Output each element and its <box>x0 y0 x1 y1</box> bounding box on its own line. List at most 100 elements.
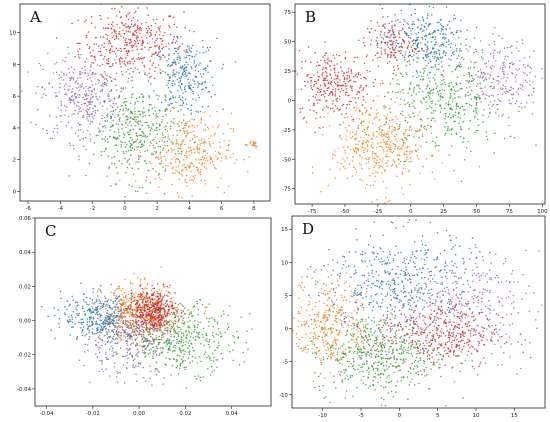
scatter-point <box>313 102 315 105</box>
scatter-point <box>133 272 135 275</box>
scatter-point <box>440 92 442 95</box>
scatter-point <box>349 148 352 151</box>
scatter-point <box>109 51 111 54</box>
scatter-point <box>177 333 180 336</box>
scatter-point <box>381 135 383 138</box>
scatter-point <box>189 179 191 181</box>
scatter-point <box>300 88 303 90</box>
scatter-point <box>89 100 91 103</box>
scatter-point <box>362 140 365 142</box>
scatter-point <box>146 192 148 194</box>
scatter-point <box>179 365 182 367</box>
scatter-point <box>348 100 351 103</box>
scatter-point <box>178 125 180 127</box>
scatter-point <box>499 87 502 90</box>
scatter-point <box>113 324 115 326</box>
scatter-point <box>452 33 455 36</box>
scatter-point <box>130 332 132 334</box>
scatter-point <box>232 359 234 362</box>
scatter-point <box>114 326 116 328</box>
scatter-point <box>380 134 382 137</box>
scatter-point <box>109 129 111 131</box>
scatter-point <box>142 144 145 146</box>
scatter-point <box>416 130 419 132</box>
scatter-point <box>419 78 422 81</box>
scatter-point <box>342 84 344 87</box>
scatter-point <box>154 34 157 36</box>
scatter-point <box>131 300 134 303</box>
scatter-point <box>216 323 218 325</box>
scatter-point <box>108 63 110 65</box>
scatter-point <box>214 320 216 322</box>
scatter-point <box>389 141 392 143</box>
scatter-point <box>522 89 524 91</box>
scatter-point <box>115 295 118 297</box>
scatter-point <box>181 175 184 177</box>
scatter-point <box>344 56 347 59</box>
scatter-point <box>147 80 150 82</box>
scatter-point <box>129 311 132 313</box>
scatter-point <box>216 158 219 160</box>
scatter-point <box>452 86 455 88</box>
scatter-point <box>416 37 418 39</box>
scatter-point <box>490 67 493 70</box>
scatter-point <box>180 108 182 111</box>
scatter-point <box>146 149 149 151</box>
scatter-point <box>477 118 479 121</box>
scatter-point <box>455 67 458 69</box>
scatter-point <box>340 113 343 116</box>
scatter-point <box>138 128 141 130</box>
scatter-point <box>105 78 108 80</box>
scatter-point <box>362 37 365 39</box>
scatter-point <box>423 128 426 130</box>
scatter-point <box>142 57 144 59</box>
scatter-point <box>120 144 122 146</box>
scatter-point <box>198 162 200 164</box>
scatter-point <box>493 78 495 81</box>
scatter-point <box>171 143 174 145</box>
y-tick-label: 8 <box>13 62 17 68</box>
scatter-point <box>117 128 120 131</box>
scatter-point <box>141 93 143 96</box>
scatter-point <box>490 94 493 97</box>
scatter-point <box>129 145 132 147</box>
series-blue-1 <box>137 29 237 155</box>
scatter-point <box>149 133 151 135</box>
scatter-point <box>197 94 199 96</box>
scatter-point <box>107 23 110 25</box>
scatter-point <box>202 68 205 71</box>
scatter-point <box>533 50 535 52</box>
scatter-point <box>69 334 71 336</box>
scatter-point <box>82 114 85 117</box>
scatter-point <box>168 338 170 341</box>
scatter-point <box>181 72 184 75</box>
scatter-point <box>109 325 111 328</box>
scatter-point <box>319 90 322 93</box>
scatter-point <box>190 84 192 86</box>
scatter-point <box>129 26 132 28</box>
scatter-point <box>181 142 183 144</box>
scatter-point <box>84 343 87 345</box>
scatter-point <box>252 141 255 144</box>
scatter-point <box>142 336 145 338</box>
scatter-point <box>96 323 99 325</box>
scatter-point <box>400 147 402 149</box>
scatter-point <box>67 320 69 323</box>
scatter-point <box>402 145 404 147</box>
scatter-point <box>371 141 374 144</box>
scatter-point <box>185 335 188 337</box>
scatter-point <box>450 133 453 136</box>
scatter-point <box>468 80 471 82</box>
scatter-point <box>91 96 94 98</box>
scatter-point <box>95 43 98 45</box>
scatter-point <box>196 50 198 52</box>
scatter-point <box>351 85 353 88</box>
scatter-point <box>110 80 113 82</box>
scatter-point <box>201 333 204 336</box>
scatter-point <box>153 147 155 149</box>
scatter-point <box>112 335 115 338</box>
scatter-point <box>145 355 147 357</box>
scatter-point <box>407 55 410 58</box>
scatter-point <box>147 343 150 345</box>
scatter-point <box>145 380 147 382</box>
